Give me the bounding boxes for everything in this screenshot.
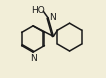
Text: N: N — [30, 54, 36, 63]
Text: N: N — [50, 13, 56, 22]
Text: HO: HO — [31, 6, 45, 15]
